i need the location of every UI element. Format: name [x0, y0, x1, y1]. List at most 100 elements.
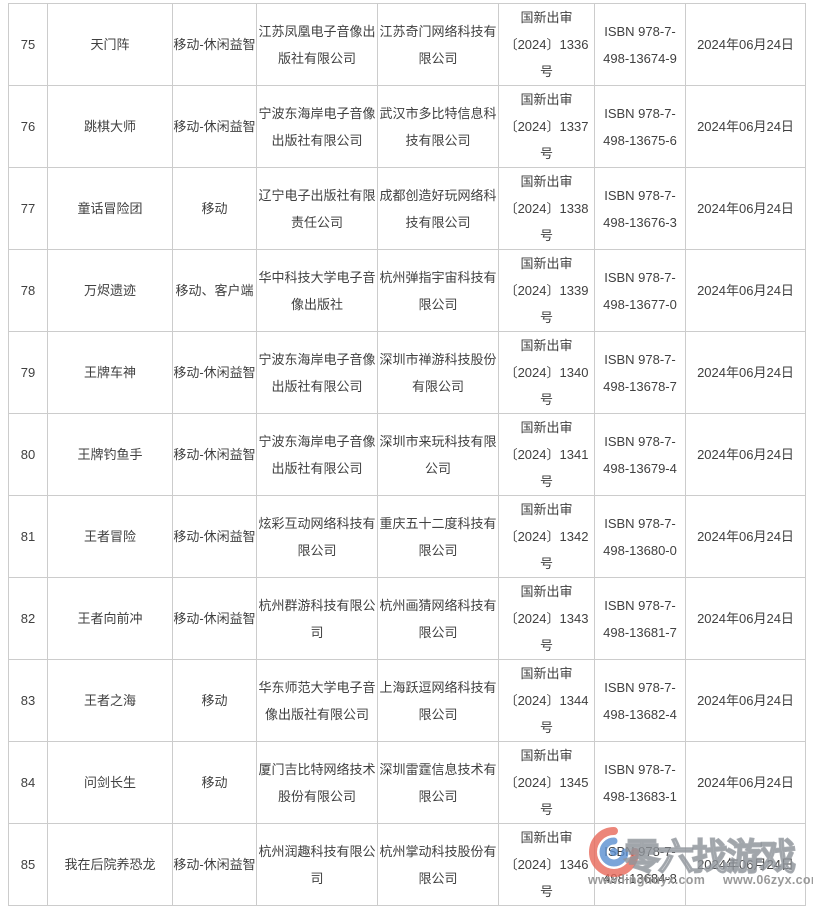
operator-cell: 杭州掌动科技股份有限公司 — [377, 823, 499, 906]
approval-number-cell: 国新出审 〔2024〕1337 号 — [498, 85, 595, 168]
publisher-cell: 宁波东海岸电子音像出版社有限公司 — [256, 413, 378, 496]
approval-date-cell: 2024年06月24日 — [685, 659, 806, 742]
approval-line-1: 国新出审 — [520, 92, 573, 107]
approval-line-1: 国新出审 — [520, 666, 573, 681]
game-name-cell: 跳棋大师 — [47, 85, 173, 168]
operator-cell: 江苏奇门网络科技有限公司 — [377, 3, 499, 86]
approval-date-cell: 2024年06月24日 — [685, 577, 806, 660]
isbn-line-2: 498-13676-3 — [603, 214, 677, 230]
row-number-cell: 84 — [8, 741, 48, 824]
approval-number-cell: 国新出审 〔2024〕1339 号 — [498, 249, 595, 332]
game-category-cell: 移动-休闲益智 — [172, 85, 257, 168]
operator-cell: 成都创造好玩网络科技有限公司 — [377, 167, 499, 250]
approval-number-cell: 国新出审 〔2024〕1341 号 — [498, 413, 595, 496]
game-name-cell: 王者向前冲 — [47, 577, 173, 660]
isbn-line-2: 498-13675-6 — [603, 132, 677, 148]
approval-line-3: 号 — [539, 474, 553, 489]
approval-line-2: 〔2024〕1340 — [504, 365, 589, 380]
approval-number-cell: 国新出审 〔2024〕1345 号 — [498, 741, 595, 824]
game-name-cell: 我在后院养恐龙 — [47, 823, 173, 906]
approval-date-cell: 2024年06月24日 — [685, 413, 806, 496]
approvals-table: 75 天门阵 移动-休闲益智 江苏凤凰电子音像出版社有限公司 江苏奇门网络科技有… — [8, 3, 806, 906]
table-row: 82 王者向前冲 移动-休闲益智 杭州群游科技有限公司 杭州画猜网络科技有限公司… — [8, 577, 806, 660]
game-category-cell: 移动-休闲益智 — [172, 413, 257, 496]
game-name-cell: 王牌车神 — [47, 331, 173, 414]
approval-date-cell: 2024年06月24日 — [685, 3, 806, 86]
isbn-cell: ISBN 978-7- 498-13678-7 — [594, 331, 686, 414]
approval-number-cell: 国新出审 〔2024〕1344 号 — [498, 659, 595, 742]
isbn-line-2: 498-13678-7 — [603, 378, 677, 394]
row-number-cell: 78 — [8, 249, 48, 332]
table-row: 76 跳棋大师 移动-休闲益智 宁波东海岸电子音像出版社有限公司 武汉市多比特信… — [8, 85, 806, 168]
row-number-cell: 77 — [8, 167, 48, 250]
row-number-cell: 80 — [8, 413, 48, 496]
isbn-line-2: 498-13684-8 — [603, 870, 677, 886]
operator-cell: 杭州画猜网络科技有限公司 — [377, 577, 499, 660]
operator-cell: 杭州弹指宇宙科技有限公司 — [377, 249, 499, 332]
row-number-cell: 75 — [8, 3, 48, 86]
row-number-cell: 76 — [8, 85, 48, 168]
approval-line-3: 号 — [539, 556, 553, 571]
approval-number-cell: 国新出审 〔2024〕1340 号 — [498, 331, 595, 414]
approval-line-2: 〔2024〕1338 — [504, 201, 589, 216]
approval-line-3: 号 — [539, 310, 553, 325]
isbn-line-1: ISBN 978-7- — [604, 597, 676, 613]
approval-line-3: 号 — [539, 392, 553, 407]
isbn-line-2: 498-13681-7 — [603, 624, 677, 640]
row-number-cell: 85 — [8, 823, 48, 906]
row-number-cell: 79 — [8, 331, 48, 414]
publisher-cell: 华东师范大学电子音像出版社有限公司 — [256, 659, 378, 742]
approval-line-3: 号 — [539, 64, 553, 79]
isbn-line-1: ISBN 978-7- — [604, 843, 676, 859]
game-category-cell: 移动 — [172, 741, 257, 824]
isbn-line-1: ISBN 978-7- — [604, 187, 676, 203]
game-category-cell: 移动-休闲益智 — [172, 331, 257, 414]
game-name-cell: 王牌钓鱼手 — [47, 413, 173, 496]
approval-line-3: 号 — [539, 720, 553, 735]
isbn-line-1: ISBN 978-7- — [604, 433, 676, 449]
row-number-cell: 83 — [8, 659, 48, 742]
isbn-line-2: 498-13682-4 — [603, 706, 677, 722]
game-category-cell: 移动、客户端 — [172, 249, 257, 332]
approval-line-2: 〔2024〕1342 — [504, 529, 589, 544]
approval-line-3: 号 — [539, 638, 553, 653]
game-category-cell: 移动 — [172, 167, 257, 250]
isbn-cell: ISBN 978-7- 498-13683-1 — [594, 741, 686, 824]
publisher-cell: 江苏凤凰电子音像出版社有限公司 — [256, 3, 378, 86]
publisher-cell: 杭州群游科技有限公司 — [256, 577, 378, 660]
approval-number-cell: 国新出审 〔2024〕1338 号 — [498, 167, 595, 250]
isbn-cell: ISBN 978-7- 498-13679-4 — [594, 413, 686, 496]
approval-date-cell: 2024年06月24日 — [685, 495, 806, 578]
approval-number-cell: 国新出审 〔2024〕1346 号 — [498, 823, 595, 906]
isbn-cell: ISBN 978-7- 498-13682-4 — [594, 659, 686, 742]
operator-cell: 深圳市禅游科技股份有限公司 — [377, 331, 499, 414]
game-category-cell: 移动-休闲益智 — [172, 823, 257, 906]
approval-date-cell: 2024年06月24日 — [685, 823, 806, 906]
approvals-table-wrap: 75 天门阵 移动-休闲益智 江苏凤凰电子音像出版社有限公司 江苏奇门网络科技有… — [8, 3, 806, 906]
approval-line-2: 〔2024〕1337 — [504, 119, 589, 134]
isbn-cell: ISBN 978-7- 498-13674-9 — [594, 3, 686, 86]
table-row: 80 王牌钓鱼手 移动-休闲益智 宁波东海岸电子音像出版社有限公司 深圳市来玩科… — [8, 413, 806, 496]
table-row: 78 万烬遗迹 移动、客户端 华中科技大学电子音像出版社 杭州弹指宇宙科技有限公… — [8, 249, 806, 332]
game-name-cell: 天门阵 — [47, 3, 173, 86]
approval-line-1: 国新出审 — [520, 748, 573, 763]
isbn-cell: ISBN 978-7- 498-13677-0 — [594, 249, 686, 332]
table-row: 84 问剑长生 移动 厦门吉比特网络技术股份有限公司 深圳雷霆信息技术有限公司 … — [8, 741, 806, 824]
game-category-cell: 移动 — [172, 659, 257, 742]
approval-date-cell: 2024年06月24日 — [685, 741, 806, 824]
row-number-cell: 81 — [8, 495, 48, 578]
isbn-line-1: ISBN 978-7- — [604, 269, 676, 285]
operator-cell: 武汉市多比特信息科技有限公司 — [377, 85, 499, 168]
approval-date-cell: 2024年06月24日 — [685, 249, 806, 332]
approval-line-1: 国新出审 — [520, 174, 573, 189]
publisher-cell: 厦门吉比特网络技术股份有限公司 — [256, 741, 378, 824]
publisher-cell: 杭州润趣科技有限公司 — [256, 823, 378, 906]
table-row: 75 天门阵 移动-休闲益智 江苏凤凰电子音像出版社有限公司 江苏奇门网络科技有… — [8, 3, 806, 86]
isbn-line-1: ISBN 978-7- — [604, 105, 676, 121]
game-category-cell: 移动-休闲益智 — [172, 3, 257, 86]
isbn-cell: ISBN 978-7- 498-13680-0 — [594, 495, 686, 578]
isbn-line-1: ISBN 978-7- — [604, 761, 676, 777]
publisher-cell: 宁波东海岸电子音像出版社有限公司 — [256, 331, 378, 414]
approvals-table-body: 75 天门阵 移动-休闲益智 江苏凤凰电子音像出版社有限公司 江苏奇门网络科技有… — [8, 3, 806, 906]
operator-cell: 深圳市来玩科技有限公司 — [377, 413, 499, 496]
